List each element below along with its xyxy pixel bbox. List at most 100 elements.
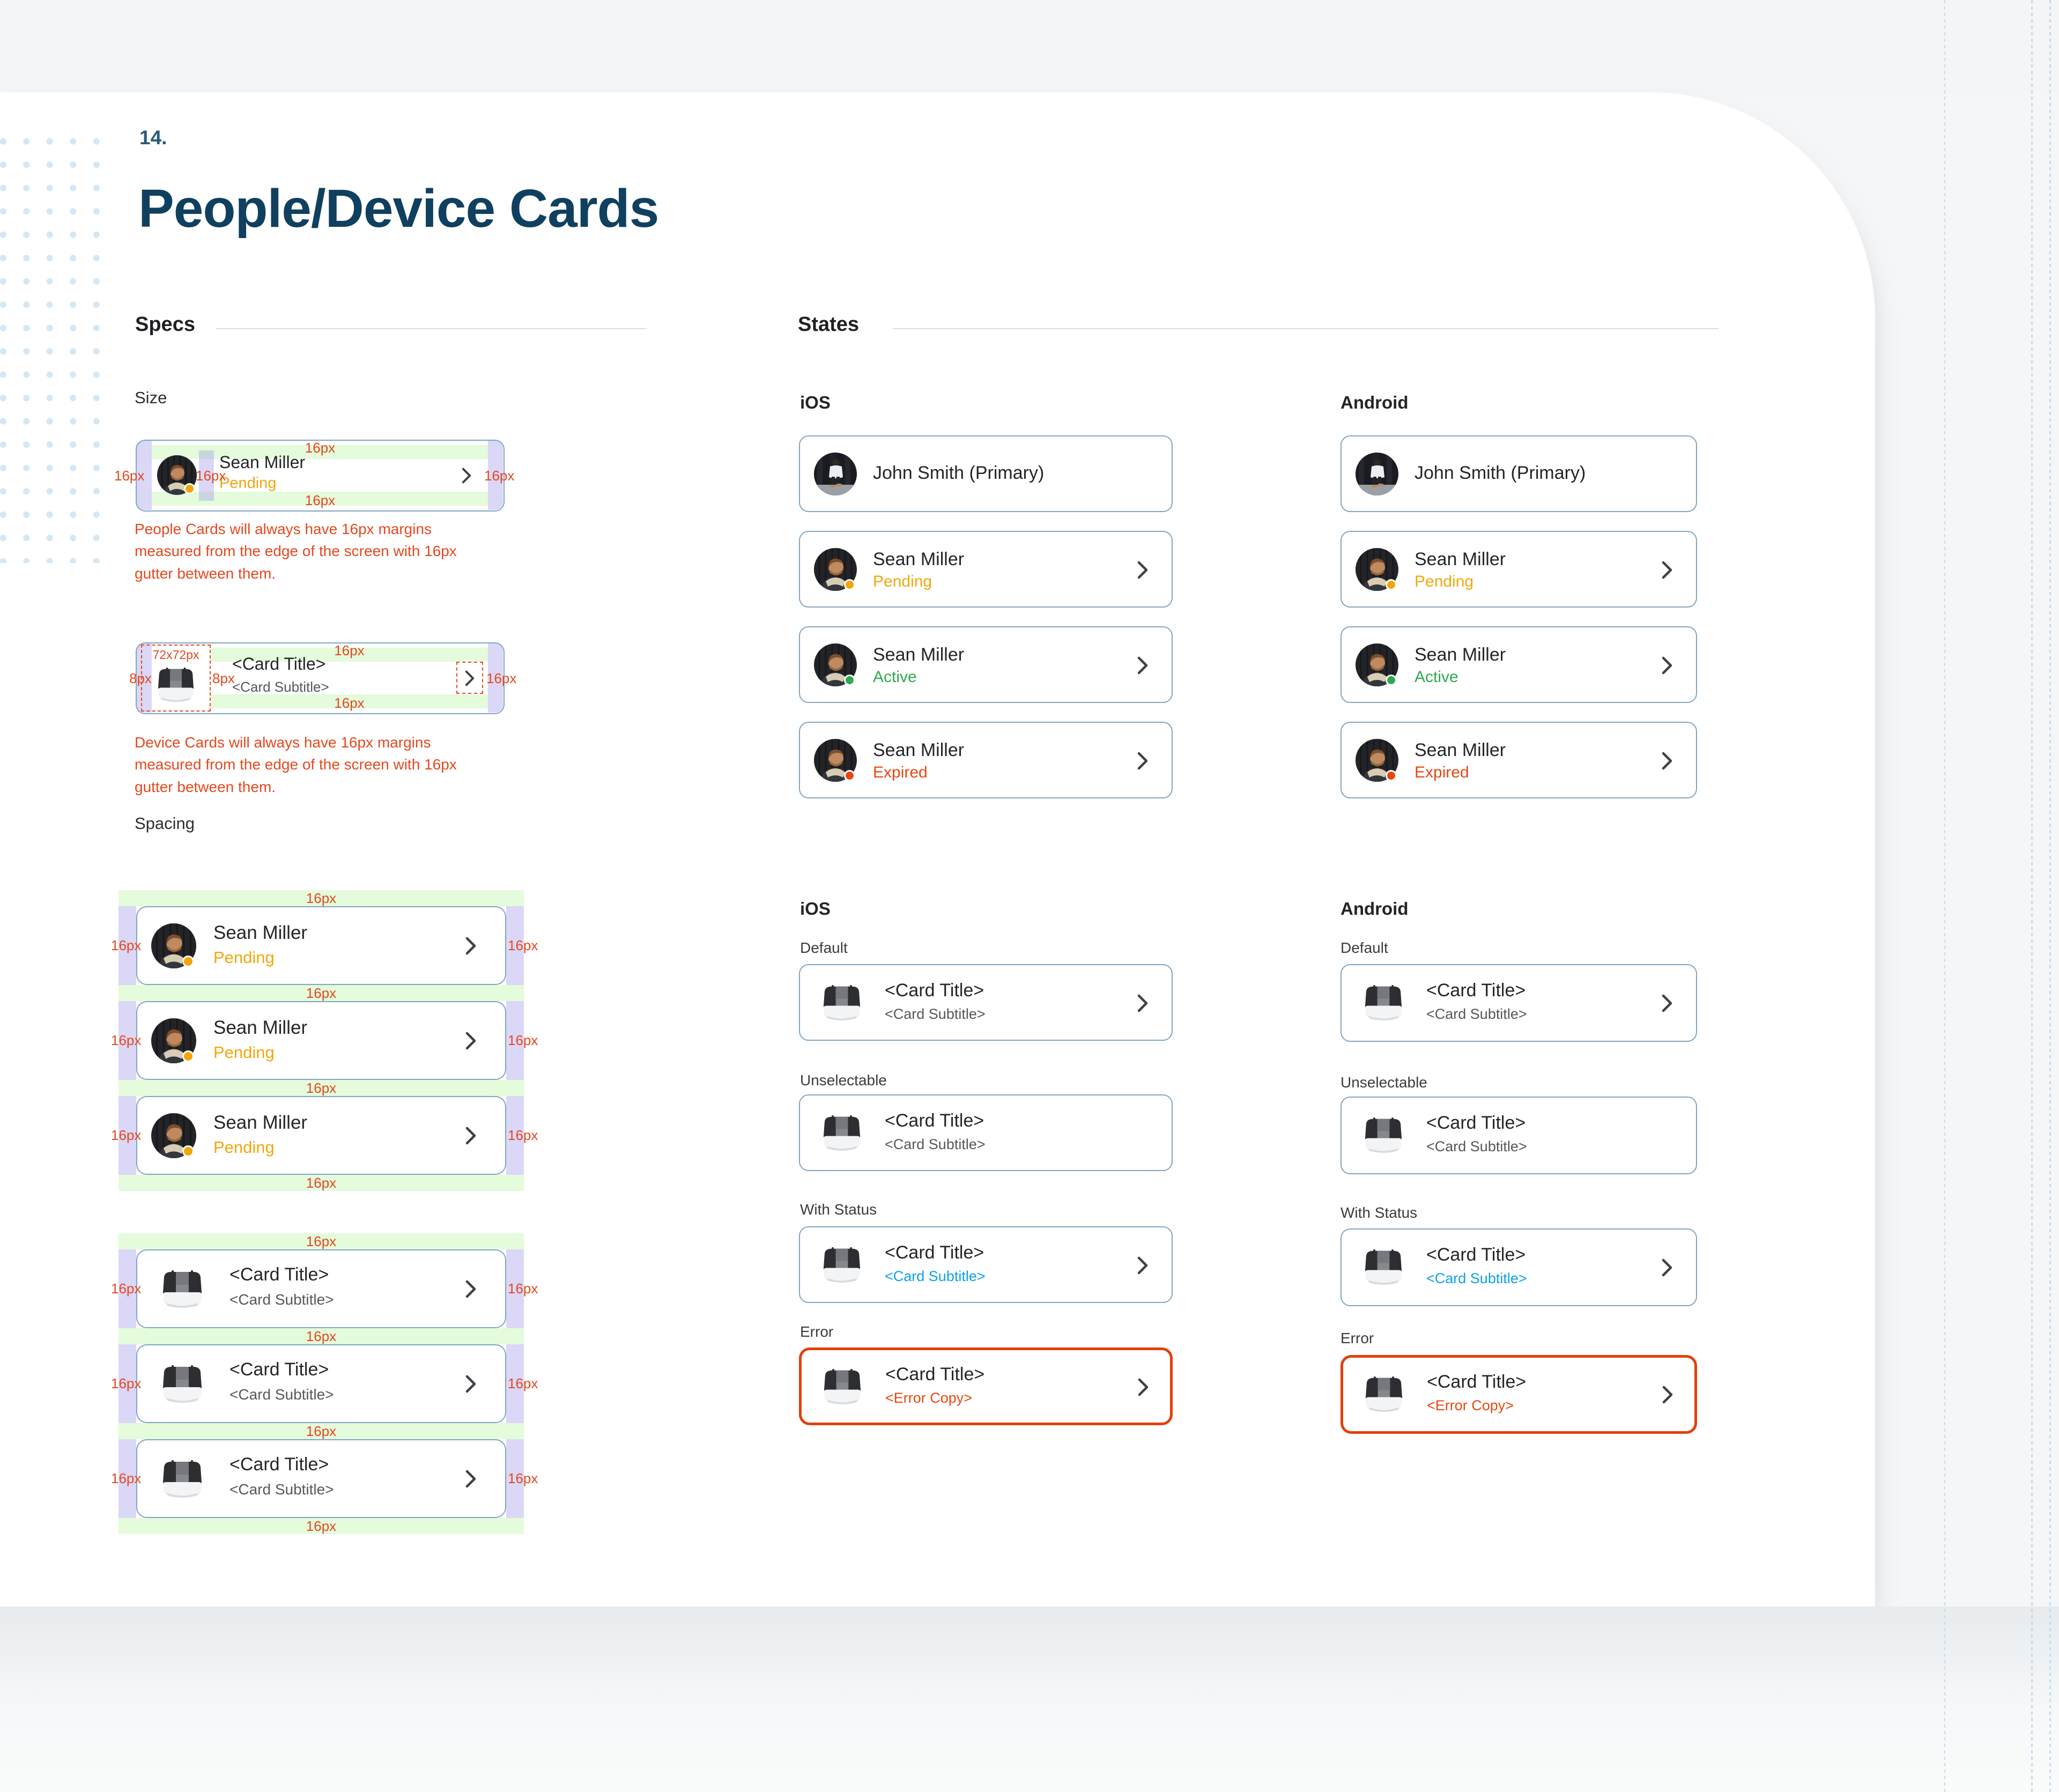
person-card-primary[interactable]: John Smith (Primary) bbox=[799, 435, 1173, 512]
status-dot-pending bbox=[1386, 579, 1397, 590]
spacing-row: Sean Miller Pending 16px 16px bbox=[111, 1001, 538, 1080]
redline-margin-right: 16px bbox=[508, 1470, 538, 1486]
person-card-pending[interactable]: Sean Miller Pending bbox=[1340, 531, 1697, 608]
device-card-default[interactable]: <Card Title> <Card Subtitle> bbox=[1340, 964, 1697, 1042]
ios-label: iOS bbox=[800, 899, 831, 919]
margin-overlay-bottom bbox=[152, 492, 488, 506]
spacing-row: <Card Title> <Card Subtitle> 16px 16px bbox=[111, 1439, 538, 1518]
device-card: <Card Title> <Card Subtitle> bbox=[136, 1439, 506, 1518]
avatar bbox=[814, 453, 857, 495]
redline-padding-left: 8px bbox=[129, 670, 152, 686]
redline-margin-left: 16px bbox=[111, 1280, 142, 1297]
decorative-dot-grid bbox=[0, 128, 105, 563]
device-card-unselectable[interactable]: <Card Title> <Card Subtitle> bbox=[799, 1094, 1173, 1171]
card-status: Pending bbox=[213, 1043, 275, 1062]
gutter-band: 16px bbox=[118, 1518, 524, 1534]
ios-label: iOS bbox=[800, 393, 831, 412]
chevron-right-icon bbox=[1662, 1258, 1672, 1277]
chevron-right-icon bbox=[1137, 994, 1148, 1012]
spacing-row: Sean Miller Pending 16px 16px bbox=[111, 906, 538, 985]
card-subtitle: <Card Subtitle> bbox=[229, 1386, 334, 1403]
chevron-right-icon bbox=[1662, 1386, 1673, 1404]
redline-gutter-label: 16px bbox=[306, 1423, 337, 1439]
status-dot-pending bbox=[182, 956, 194, 967]
margin-overlay-top bbox=[211, 648, 488, 662]
layout-guide-line bbox=[2031, 0, 2033, 1792]
card-error-copy: <Error Copy> bbox=[1427, 1397, 1514, 1413]
person-card-expired[interactable]: Sean Miller Expired bbox=[1340, 722, 1697, 798]
card-title: <Card Title> bbox=[229, 1264, 329, 1285]
redline-gutter: 16px bbox=[196, 468, 226, 484]
margin-strip-right bbox=[506, 1096, 524, 1175]
redline-margin-top: 16px bbox=[305, 440, 336, 456]
card-name: Sean Miller bbox=[219, 453, 306, 472]
card-title: <Card Title> bbox=[1426, 1245, 1526, 1265]
redline-gutter-label: 16px bbox=[306, 985, 337, 1001]
card-subtitle: <Card Subtitle> bbox=[1426, 1006, 1527, 1022]
status-dot-expired bbox=[1386, 770, 1397, 781]
person-card-primary[interactable]: John Smith (Primary) bbox=[1340, 435, 1697, 512]
redline-margin-left: 16px bbox=[111, 1032, 142, 1048]
device-card: <Card Title> <Card Subtitle> bbox=[136, 1249, 506, 1328]
person-card-expired[interactable]: Sean Miller Expired bbox=[799, 722, 1173, 798]
card-subtitle: <Card Subtitle> bbox=[229, 1291, 334, 1308]
margin-strip-left bbox=[118, 1344, 136, 1423]
card-subtitle: <Card Subtitle> bbox=[232, 679, 329, 695]
margin-strip-left bbox=[118, 1249, 136, 1328]
chevron-right-icon bbox=[1662, 752, 1672, 770]
card-title: <Card Title> bbox=[229, 1454, 329, 1475]
chevron-right-icon bbox=[465, 670, 475, 686]
card-name: Sean Miller bbox=[873, 549, 965, 569]
redline-margin-left: 16px bbox=[111, 937, 142, 953]
redline-gutter-label: 16px bbox=[306, 1175, 337, 1191]
avatar bbox=[1356, 453, 1398, 495]
redline-margin-right: 16px bbox=[508, 1127, 538, 1143]
margin-overlay-bottom bbox=[211, 694, 488, 708]
spacing-row: Sean Miller Pending 16px 16px bbox=[111, 1096, 538, 1175]
chevron-right-icon bbox=[465, 937, 476, 955]
person-card-active[interactable]: Sean Miller Active bbox=[799, 626, 1173, 703]
redline-margin-top: 16px bbox=[334, 642, 365, 658]
device-card-error[interactable]: <Card Title> <Error Copy> bbox=[799, 1347, 1173, 1425]
states-divider bbox=[893, 328, 1719, 329]
device-image bbox=[1358, 1249, 1409, 1285]
margin-overlay-left bbox=[137, 441, 152, 510]
layout-guide-line bbox=[1944, 0, 1945, 1792]
card-title: <Card Title> bbox=[232, 654, 326, 673]
status-dot-pending bbox=[182, 1050, 194, 1062]
variant-label-unselectable: Unselectable bbox=[1340, 1074, 1427, 1091]
redline-margin-left: 16px bbox=[111, 1375, 142, 1391]
android-label: Android bbox=[1340, 899, 1409, 919]
card-status: Active bbox=[873, 668, 917, 686]
chevron-right-icon bbox=[1137, 1256, 1148, 1275]
card-status: Pending bbox=[213, 1138, 275, 1157]
margin-strip-left bbox=[118, 1096, 136, 1175]
chevron-right-icon bbox=[465, 1032, 476, 1050]
chevron-right-icon bbox=[1662, 561, 1672, 579]
device-card-with-status[interactable]: <Card Title> <Card Subtitle> bbox=[799, 1226, 1173, 1303]
card-name: Sean Miller bbox=[213, 1112, 308, 1133]
card-name: Sean Miller bbox=[1414, 740, 1506, 760]
person-card-pending[interactable]: Sean Miller Pending bbox=[799, 531, 1173, 608]
image-size-label: 72x72px bbox=[152, 648, 199, 662]
chevron-right-icon bbox=[462, 468, 471, 484]
device-image bbox=[155, 1460, 209, 1498]
redline-gutter-label: 16px bbox=[306, 1328, 337, 1344]
size-label: Size bbox=[135, 388, 167, 407]
device-card-default[interactable]: <Card Title> <Card Subtitle> bbox=[799, 964, 1173, 1041]
person-card-active[interactable]: Sean Miller Active bbox=[1340, 626, 1697, 703]
card-name: Sean Miller bbox=[213, 1017, 308, 1038]
redline-gutter-label: 16px bbox=[306, 1518, 337, 1534]
device-image bbox=[155, 1270, 209, 1308]
device-image bbox=[151, 667, 201, 702]
margin-strip-left bbox=[118, 906, 136, 985]
device-image bbox=[816, 984, 868, 1021]
device-image bbox=[816, 1247, 868, 1283]
device-card-with-status[interactable]: <Card Title> <Card Subtitle> bbox=[1340, 1228, 1697, 1306]
device-image bbox=[1358, 1117, 1409, 1153]
chevron-right-icon bbox=[1662, 656, 1672, 675]
gutter-band: 16px bbox=[118, 1233, 524, 1249]
device-card-error[interactable]: <Card Title> <Error Copy> bbox=[1340, 1355, 1697, 1434]
device-card-unselectable[interactable]: <Card Title> <Card Subtitle> bbox=[1340, 1097, 1697, 1174]
